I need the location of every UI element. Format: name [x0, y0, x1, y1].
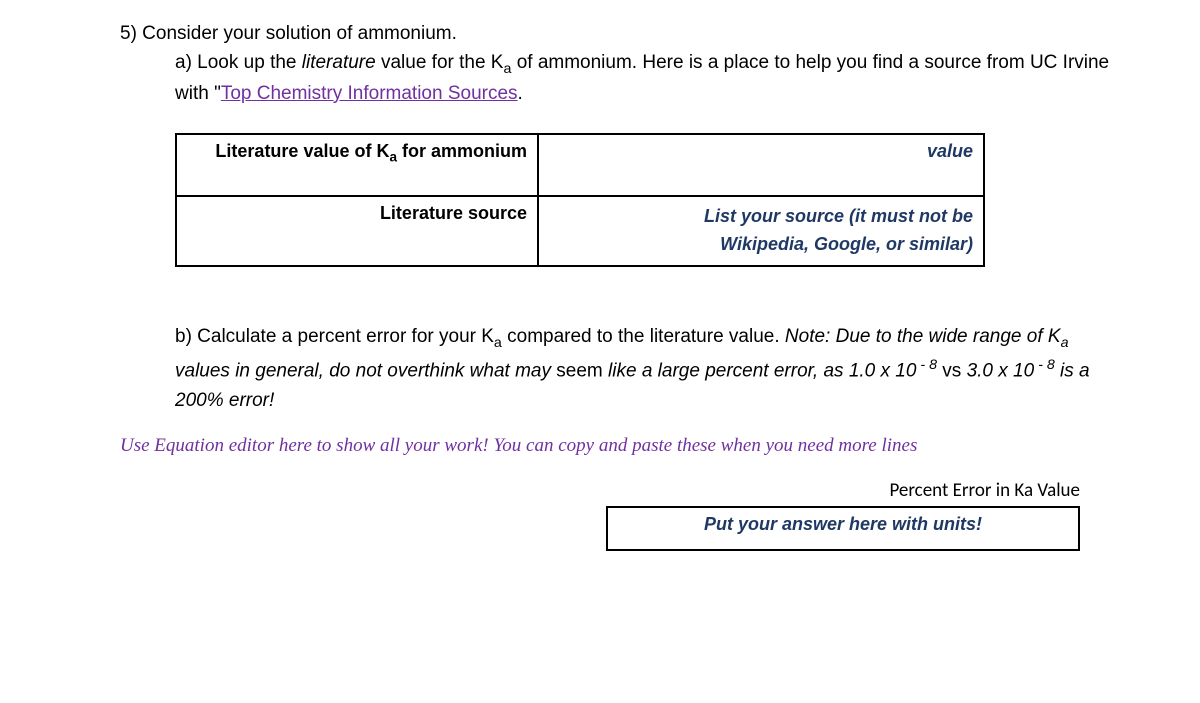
- equation-editor-note: Use Equation editor here to show all you…: [120, 435, 1110, 457]
- table-row: Literature source List your source (it m…: [176, 196, 984, 266]
- part-a-text: a) Look up the literature value for the …: [175, 49, 1110, 109]
- part-a-mid1: value for the K: [376, 52, 504, 73]
- row2-value-line2: Wikipedia, Google, or similar): [720, 234, 973, 254]
- answer-box-wrap: Put your answer here with units!: [120, 506, 1080, 551]
- uc-irvine-link[interactable]: Top Chemistry Information Sources: [221, 83, 518, 104]
- document-body: 5) Consider your solution of ammonium. a…: [0, 0, 1200, 571]
- literature-word: literature: [302, 52, 376, 73]
- part-b-note-mid: values in general, do not overthink what…: [175, 360, 556, 381]
- part-b-text: b) Calculate a percent error for your Ka…: [175, 322, 1110, 415]
- part-a-end: .: [518, 83, 523, 104]
- answer-input-box[interactable]: Put your answer here with units!: [606, 506, 1080, 551]
- table-row: Literature value of Ka for ammonium valu…: [176, 134, 984, 196]
- row2-value-line1: List your source (it must not be: [704, 206, 973, 226]
- part-b-note-pre: Note: Due to the wide range of K: [785, 326, 1061, 347]
- row2-label: Literature source: [380, 203, 527, 223]
- row2-value-cell[interactable]: List your source (it must not be Wikiped…: [538, 196, 984, 266]
- part-a-prefix: a) Look up the: [175, 52, 302, 73]
- exponent-2: - 8: [1034, 357, 1055, 373]
- subscript-a-2: a: [389, 150, 397, 165]
- part-b-mid: compared to the literature value.: [502, 326, 785, 347]
- after-vs: 3.0 x 10: [961, 360, 1034, 381]
- row1-label-post: for ammonium: [397, 141, 527, 161]
- subscript-a-4: a: [1061, 335, 1069, 351]
- row1-label-cell: Literature value of Ka for ammonium: [176, 134, 538, 196]
- seem-word: seem: [556, 360, 602, 381]
- row1-value: value: [927, 141, 973, 161]
- part-b-prefix: b) Calculate a percent error for your K: [175, 326, 494, 347]
- subscript-a-3: a: [494, 335, 502, 351]
- question-5-intro: 5) Consider your solution of ammonium.: [120, 20, 1110, 49]
- exponent-1: - 8: [916, 357, 937, 373]
- ka-table: Literature value of Ka for ammonium valu…: [175, 133, 985, 267]
- percent-error-label: Percent Error in Ka Value: [120, 479, 1080, 502]
- vs-plain: vs: [942, 360, 961, 381]
- row1-value-cell[interactable]: value: [538, 134, 984, 196]
- row1-label-pre: Literature value of K: [215, 141, 389, 161]
- part-b-tail-pre: like a large percent error, as 1.0 x 10: [603, 360, 917, 381]
- row2-value: List your source (it must not be Wikiped…: [704, 203, 973, 259]
- row2-label-cell: Literature source: [176, 196, 538, 266]
